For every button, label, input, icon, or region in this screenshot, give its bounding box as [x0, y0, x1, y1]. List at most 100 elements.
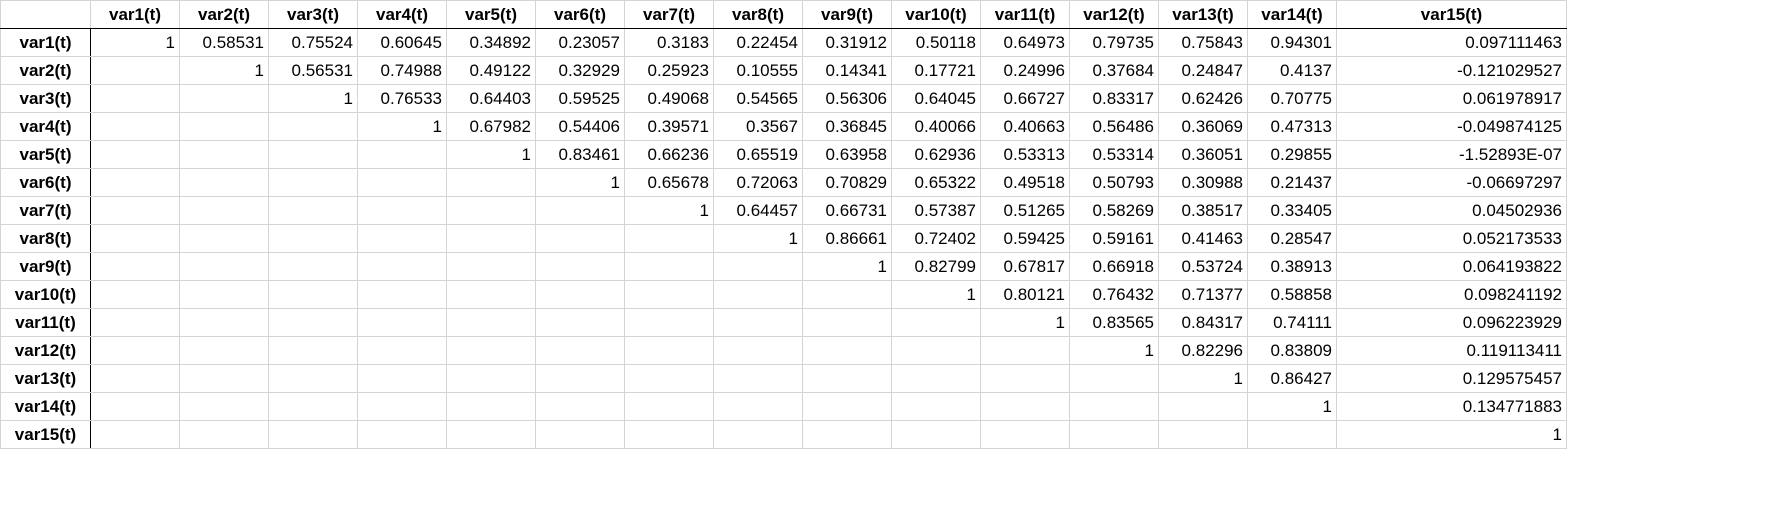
table-cell[interactable] [90, 252, 180, 281]
table-cell[interactable] [446, 252, 536, 281]
table-cell[interactable] [446, 280, 536, 309]
table-cell[interactable] [179, 224, 269, 253]
table-cell[interactable]: 0.70829 [802, 168, 892, 197]
table-cell[interactable]: 0.83809 [1247, 336, 1337, 365]
table-cell[interactable]: 0.39571 [624, 112, 714, 141]
table-cell[interactable] [980, 420, 1070, 449]
table-cell[interactable] [357, 224, 447, 253]
table-cell[interactable]: 0.30988 [1158, 168, 1248, 197]
table-cell[interactable] [535, 364, 625, 393]
table-cell[interactable]: 0.22454 [713, 28, 803, 57]
table-cell[interactable]: 1 [535, 168, 625, 197]
table-cell[interactable] [179, 392, 269, 421]
table-cell[interactable] [357, 336, 447, 365]
table-cell[interactable]: 0.36845 [802, 112, 892, 141]
table-cell[interactable] [446, 168, 536, 197]
column-header[interactable]: var13(t) [1158, 0, 1248, 29]
table-cell[interactable]: 0.62426 [1158, 84, 1248, 113]
table-cell[interactable]: 0.24996 [980, 56, 1070, 85]
table-cell[interactable]: 1 [980, 308, 1070, 337]
table-cell[interactable]: 0.83565 [1069, 308, 1159, 337]
table-cell[interactable] [268, 392, 358, 421]
table-cell[interactable]: 0.66918 [1069, 252, 1159, 281]
table-cell[interactable] [1158, 392, 1248, 421]
table-cell[interactable] [802, 392, 892, 421]
table-cell[interactable]: -0.049874125 [1336, 112, 1567, 141]
table-cell[interactable]: 0.59161 [1069, 224, 1159, 253]
table-cell[interactable]: 0.119113411 [1336, 336, 1567, 365]
table-cell[interactable] [713, 336, 803, 365]
table-cell[interactable] [268, 252, 358, 281]
table-cell[interactable]: -0.121029527 [1336, 56, 1567, 85]
row-header[interactable]: var13(t) [0, 364, 91, 393]
table-cell[interactable] [1158, 420, 1248, 449]
column-header[interactable]: var11(t) [980, 0, 1070, 29]
table-cell[interactable]: 0.34892 [446, 28, 536, 57]
table-cell[interactable]: 0.70775 [1247, 84, 1337, 113]
table-cell[interactable]: 0.061978917 [1336, 84, 1567, 113]
table-cell[interactable]: 0.10555 [713, 56, 803, 85]
table-cell[interactable]: 0.56531 [268, 56, 358, 85]
column-header[interactable]: var7(t) [624, 0, 714, 29]
table-cell[interactable] [357, 420, 447, 449]
table-cell[interactable] [90, 84, 180, 113]
table-cell[interactable] [802, 364, 892, 393]
table-cell[interactable]: 0.84317 [1158, 308, 1248, 337]
table-cell[interactable] [802, 280, 892, 309]
table-cell[interactable]: 0.71377 [1158, 280, 1248, 309]
table-cell[interactable]: 1 [713, 224, 803, 253]
table-cell[interactable]: 0.72063 [713, 168, 803, 197]
table-cell[interactable] [268, 140, 358, 169]
table-cell[interactable]: 1 [1247, 392, 1337, 421]
table-cell[interactable] [357, 196, 447, 225]
table-cell[interactable]: 0.66236 [624, 140, 714, 169]
table-cell[interactable]: 0.29855 [1247, 140, 1337, 169]
table-cell[interactable]: 0.54406 [535, 112, 625, 141]
table-cell[interactable]: 0.25923 [624, 56, 714, 85]
table-cell[interactable]: 0.83461 [535, 140, 625, 169]
table-cell[interactable]: 0.50793 [1069, 168, 1159, 197]
table-cell[interactable]: 0.80121 [980, 280, 1070, 309]
table-cell[interactable]: 0.76432 [1069, 280, 1159, 309]
table-cell[interactable]: 0.56486 [1069, 112, 1159, 141]
table-cell[interactable] [446, 420, 536, 449]
table-cell[interactable]: 0.63958 [802, 140, 892, 169]
table-cell[interactable] [179, 168, 269, 197]
table-cell[interactable] [268, 364, 358, 393]
table-cell[interactable] [802, 308, 892, 337]
table-cell[interactable] [446, 224, 536, 253]
table-cell[interactable] [179, 420, 269, 449]
table-cell[interactable]: 0.49122 [446, 56, 536, 85]
table-cell[interactable]: 0.67817 [980, 252, 1070, 281]
table-cell[interactable] [535, 280, 625, 309]
table-cell[interactable]: 0.40066 [891, 112, 981, 141]
table-cell[interactable]: 0.14341 [802, 56, 892, 85]
table-cell[interactable]: 0.72402 [891, 224, 981, 253]
row-header[interactable]: var8(t) [0, 224, 91, 253]
column-header[interactable]: var10(t) [891, 0, 981, 29]
table-cell[interactable]: 1 [802, 252, 892, 281]
column-header[interactable]: var4(t) [357, 0, 447, 29]
table-cell[interactable]: 0.33405 [1247, 196, 1337, 225]
table-cell[interactable]: 0.37684 [1069, 56, 1159, 85]
column-header[interactable]: var8(t) [713, 0, 803, 29]
table-cell[interactable] [713, 280, 803, 309]
table-cell[interactable] [624, 420, 714, 449]
table-cell[interactable] [802, 336, 892, 365]
row-header[interactable]: var10(t) [0, 280, 91, 309]
table-cell[interactable]: 0.62936 [891, 140, 981, 169]
table-cell[interactable]: 1 [357, 112, 447, 141]
column-header[interactable]: var2(t) [179, 0, 269, 29]
column-header[interactable]: var3(t) [268, 0, 358, 29]
table-cell[interactable] [179, 336, 269, 365]
column-header[interactable]: var9(t) [802, 0, 892, 29]
table-cell[interactable]: 1 [446, 140, 536, 169]
table-cell[interactable] [446, 364, 536, 393]
table-cell[interactable]: 0.58531 [179, 28, 269, 57]
table-cell[interactable]: 1 [891, 280, 981, 309]
table-cell[interactable]: 0.67982 [446, 112, 536, 141]
table-cell[interactable]: 0.65519 [713, 140, 803, 169]
table-cell[interactable] [713, 364, 803, 393]
table-cell[interactable]: 0.097111463 [1336, 28, 1567, 57]
row-header[interactable]: var4(t) [0, 112, 91, 141]
